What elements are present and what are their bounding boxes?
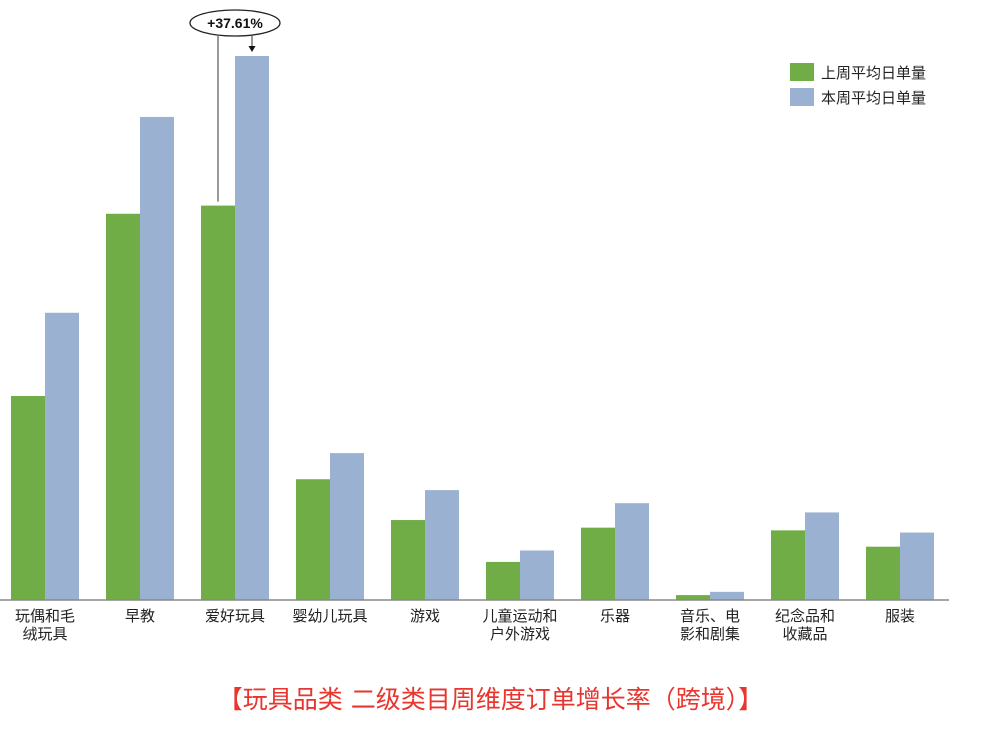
bar-this-week-6	[615, 503, 649, 600]
bar-last-week-0	[11, 396, 45, 600]
bar-this-week-9	[900, 532, 934, 600]
x-tick-label: 户外游戏	[490, 625, 550, 643]
x-tick-label: 游戏	[410, 607, 440, 625]
x-tick-label: 婴幼儿玩具	[292, 607, 367, 625]
legend-label-0: 上周平均日单量	[821, 64, 926, 82]
bar-last-week-4	[391, 520, 425, 600]
x-tick-label: 服装	[885, 607, 915, 625]
chart-title: 【玩具品类 二级类目周维度订单增长率（跨境）】	[217, 685, 764, 714]
bars-layer	[11, 56, 934, 600]
x-tick-label: 纪念品和	[775, 607, 835, 625]
bar-this-week-2	[235, 56, 269, 600]
bar-this-week-0	[45, 312, 79, 600]
x-tick-label: 爱好玩具	[205, 607, 265, 625]
legend-swatch-0	[790, 63, 814, 81]
annotation-bubble	[189, 9, 281, 37]
bar-this-week-3	[330, 453, 364, 600]
bar-this-week-7	[710, 591, 744, 600]
bar-last-week-5	[486, 561, 520, 600]
bar-last-week-3	[296, 479, 330, 600]
bar-this-week-1	[140, 116, 174, 600]
x-tick-label: 影和剧集	[680, 625, 740, 643]
bar-last-week-2	[201, 205, 235, 600]
bar-this-week-4	[425, 490, 459, 600]
bar-this-week-5	[520, 550, 554, 600]
annotation-label: +37.61%	[207, 15, 263, 31]
bar-last-week-8	[771, 530, 805, 600]
x-tick-label: 玩偶和毛	[15, 607, 75, 625]
bar-last-week-9	[866, 546, 900, 600]
x-tick-label: 儿童运动和	[482, 607, 557, 625]
bar-last-week-6	[581, 527, 615, 600]
legend-swatch-1	[790, 88, 814, 106]
annotation-arrowhead	[248, 46, 256, 52]
x-tick-label: 早教	[125, 607, 155, 625]
bar-last-week-1	[106, 213, 140, 600]
x-tick-label: 音乐、电	[680, 607, 740, 625]
growth-annotation: +37.61%	[189, 9, 281, 202]
bar-this-week-8	[805, 512, 839, 600]
x-tick-label: 绒玩具	[22, 625, 67, 643]
legend-label-1: 本周平均日单量	[821, 89, 926, 107]
bar-last-week-7	[676, 595, 710, 600]
x-tick-label: 乐器	[600, 607, 630, 625]
x-tick-label: 收藏品	[782, 625, 827, 643]
